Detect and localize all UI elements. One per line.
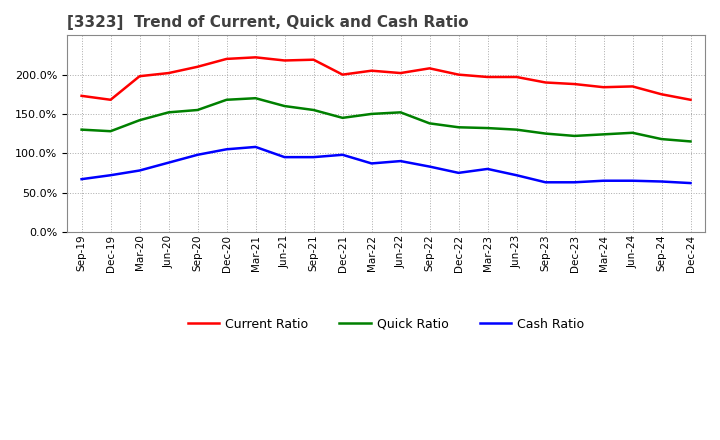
- Current Ratio: [193, 64, 202, 70]
- Line: Cash Ratio: Cash Ratio: [81, 147, 690, 183]
- Quick Ratio: [309, 107, 318, 113]
- Quick Ratio: [164, 110, 173, 115]
- Cash Ratio: [251, 144, 260, 150]
- Quick Ratio: [77, 127, 86, 132]
- Quick Ratio: [657, 136, 666, 142]
- Text: [3323]  Trend of Current, Quick and Cash Ratio: [3323] Trend of Current, Quick and Cash …: [67, 15, 469, 30]
- Quick Ratio: [599, 132, 608, 137]
- Current Ratio: [454, 72, 463, 77]
- Current Ratio: [222, 56, 231, 62]
- Quick Ratio: [512, 127, 521, 132]
- Current Ratio: [396, 70, 405, 76]
- Cash Ratio: [396, 158, 405, 164]
- Current Ratio: [107, 97, 115, 103]
- Quick Ratio: [454, 125, 463, 130]
- Cash Ratio: [570, 180, 579, 185]
- Cash Ratio: [77, 176, 86, 182]
- Quick Ratio: [280, 103, 289, 109]
- Current Ratio: [483, 74, 492, 80]
- Quick Ratio: [251, 95, 260, 101]
- Cash Ratio: [280, 154, 289, 160]
- Quick Ratio: [396, 110, 405, 115]
- Current Ratio: [309, 57, 318, 62]
- Current Ratio: [135, 73, 144, 79]
- Cash Ratio: [338, 152, 347, 158]
- Quick Ratio: [628, 130, 636, 136]
- Current Ratio: [512, 74, 521, 80]
- Cash Ratio: [657, 179, 666, 184]
- Cash Ratio: [135, 168, 144, 173]
- Quick Ratio: [107, 128, 115, 134]
- Current Ratio: [599, 84, 608, 90]
- Quick Ratio: [426, 121, 434, 126]
- Quick Ratio: [135, 117, 144, 123]
- Cash Ratio: [512, 172, 521, 178]
- Legend: Current Ratio, Quick Ratio, Cash Ratio: Current Ratio, Quick Ratio, Cash Ratio: [183, 313, 590, 336]
- Current Ratio: [338, 72, 347, 77]
- Cash Ratio: [686, 180, 695, 186]
- Cash Ratio: [107, 172, 115, 178]
- Cash Ratio: [454, 170, 463, 176]
- Quick Ratio: [686, 139, 695, 144]
- Current Ratio: [280, 58, 289, 63]
- Cash Ratio: [541, 180, 550, 185]
- Cash Ratio: [309, 154, 318, 160]
- Quick Ratio: [483, 125, 492, 131]
- Current Ratio: [426, 66, 434, 71]
- Quick Ratio: [338, 115, 347, 121]
- Cash Ratio: [367, 161, 376, 166]
- Cash Ratio: [483, 166, 492, 172]
- Current Ratio: [164, 70, 173, 76]
- Quick Ratio: [193, 107, 202, 113]
- Cash Ratio: [193, 152, 202, 158]
- Current Ratio: [251, 55, 260, 60]
- Line: Current Ratio: Current Ratio: [81, 57, 690, 100]
- Current Ratio: [686, 97, 695, 103]
- Cash Ratio: [628, 178, 636, 183]
- Current Ratio: [541, 80, 550, 85]
- Current Ratio: [657, 92, 666, 97]
- Quick Ratio: [570, 133, 579, 139]
- Quick Ratio: [541, 131, 550, 136]
- Current Ratio: [570, 81, 579, 87]
- Current Ratio: [367, 68, 376, 73]
- Quick Ratio: [222, 97, 231, 103]
- Quick Ratio: [367, 111, 376, 117]
- Cash Ratio: [426, 164, 434, 169]
- Cash Ratio: [164, 160, 173, 165]
- Cash Ratio: [222, 147, 231, 152]
- Cash Ratio: [599, 178, 608, 183]
- Current Ratio: [628, 84, 636, 89]
- Line: Quick Ratio: Quick Ratio: [81, 98, 690, 141]
- Current Ratio: [77, 93, 86, 99]
